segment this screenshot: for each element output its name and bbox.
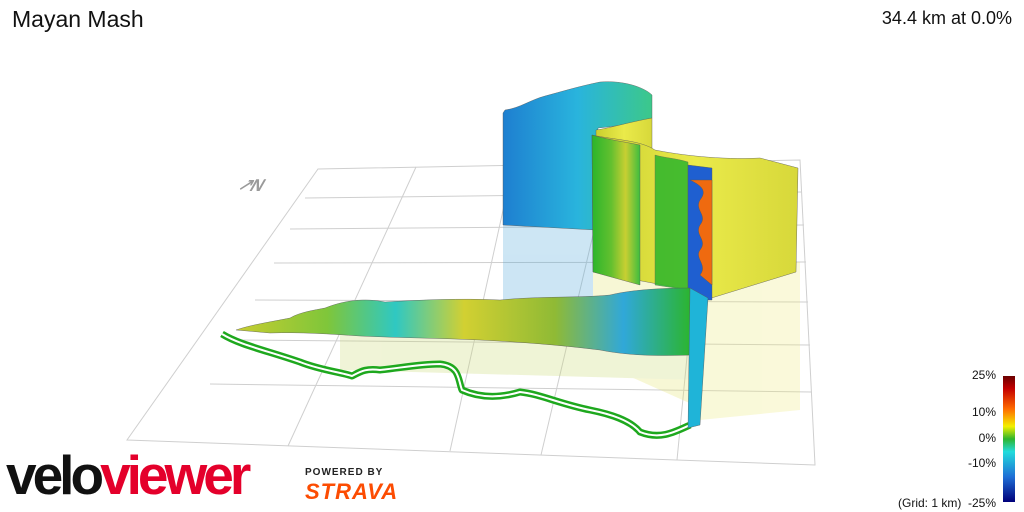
legend-label-minus10: -10%	[967, 456, 996, 470]
legend-label-25: 25%	[971, 368, 996, 382]
gradient-legend-bar	[1003, 376, 1015, 502]
logo-text-velo: velo	[6, 444, 104, 506]
legend-label-10: 10%	[971, 405, 996, 419]
distance-summary: 34.4 km at 0.0%	[881, 8, 1012, 28]
legend-label-0: 0%	[978, 431, 996, 445]
veloviewer-logo[interactable]: veloviewer	[6, 448, 251, 503]
legend-label-minus25: -25%	[967, 496, 996, 510]
strava-logo[interactable]: STRAVA	[305, 479, 399, 504]
page-title: Mayan Mash	[12, 6, 144, 32]
route-3d-walls	[235, 81, 799, 429]
powered-by-label: POWERED BY	[305, 467, 384, 478]
route-ground-track	[220, 330, 692, 439]
grid-scale-note: (Grid: 1 km)	[898, 496, 962, 510]
logo-text-viewer: viewer	[100, 444, 251, 506]
